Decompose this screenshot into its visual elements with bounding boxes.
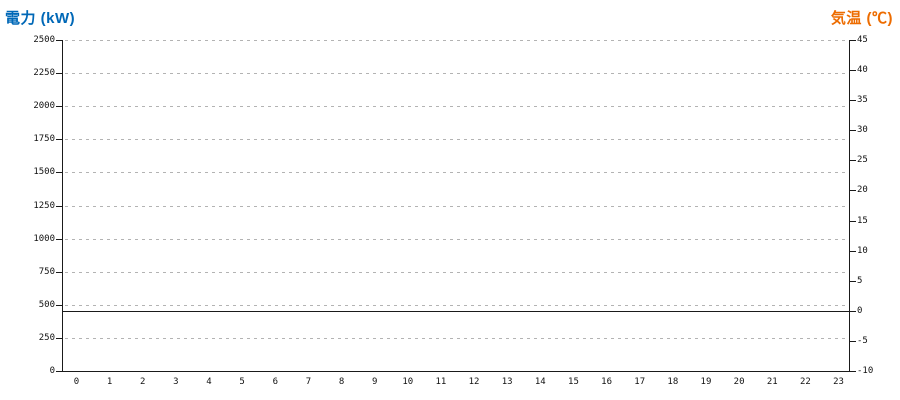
power-axis-tick <box>56 40 63 41</box>
hour-tick-label: 4 <box>206 377 212 387</box>
power-axis-tick <box>56 305 63 306</box>
temperature-tick-label: 0 <box>857 306 863 316</box>
power-tick-label: 750 <box>38 267 55 277</box>
hour-tick-label: 22 <box>799 377 811 387</box>
temperature-axis-tick <box>849 40 856 41</box>
hour-tick-label: 20 <box>733 377 745 387</box>
temperature-axis-tick <box>849 281 856 282</box>
hour-tick-label: 17 <box>634 377 646 387</box>
temperature-tick-label: 25 <box>857 155 868 165</box>
power-tick-label: 1000 <box>33 234 55 244</box>
power-tick-label: 0 <box>49 366 55 376</box>
power-gridline <box>65 106 847 107</box>
hour-tick-label: 1 <box>106 377 113 387</box>
hour-tick-label: 18 <box>667 377 679 387</box>
temperature-axis-tick <box>849 190 856 191</box>
temperature-tick-label: 35 <box>857 95 868 105</box>
temperature-axis-tick <box>849 160 856 161</box>
temperature-axis-title: 気温 (℃) <box>830 10 893 27</box>
power-gridline <box>65 206 847 207</box>
power-tick-label: 2250 <box>33 68 55 78</box>
hour-tick-label: 23 <box>833 377 844 387</box>
hour-tick-label: 6 <box>272 377 278 387</box>
temperature-tick-label: -5 <box>857 336 868 346</box>
power-axis-tick <box>56 106 63 107</box>
power-axis-tick <box>56 139 63 140</box>
temperature-axis-tick <box>849 221 856 222</box>
power-gridline <box>65 40 847 41</box>
temperature-axis-tick <box>849 311 856 312</box>
power-gridline <box>65 139 847 140</box>
power-gridline <box>65 272 847 273</box>
power-axis-tick <box>56 272 63 273</box>
power-axis-title: 電力 (kW) <box>5 10 76 27</box>
power-tick-label: 1500 <box>33 167 55 177</box>
hour-tick-label: 2 <box>140 377 146 387</box>
hour-tick-label: 11 <box>435 377 447 387</box>
temperature-tick-label: 10 <box>857 246 868 256</box>
power-axis-tick <box>56 206 63 207</box>
temperature-axis-tick <box>849 100 856 101</box>
temperature-tick-label: 20 <box>857 185 868 195</box>
temperature-tick-label: 15 <box>857 216 868 226</box>
power-axis-tick <box>56 73 63 74</box>
temperature-axis-tick <box>849 341 856 342</box>
hour-tick-label: 19 <box>700 377 712 387</box>
power-axis-tick <box>56 371 63 372</box>
power-gridline <box>65 73 847 74</box>
hour-tick-label: 12 <box>468 377 480 387</box>
hour-tick-label: 3 <box>173 377 179 387</box>
hour-tick-label: 16 <box>601 377 612 387</box>
chart-plot-area: 2500 2250 2000 1750 1500 1250 1000 750 500 250 0 45… <box>33 35 873 387</box>
hour-tick-label: 15 <box>568 377 579 387</box>
hour-tick-label: 7 <box>305 377 312 387</box>
temperature-tick-label: 30 <box>857 125 868 135</box>
power-axis-tick <box>56 239 63 240</box>
temperature-axis-tick <box>849 130 856 131</box>
power-gridline <box>65 172 847 173</box>
hour-tick-label: 8 <box>338 377 345 387</box>
power-tick-label: 2000 <box>33 101 55 111</box>
hour-tick-label: 9 <box>371 377 378 387</box>
hour-tick-label: 21 <box>766 377 778 387</box>
power-gridline <box>65 338 847 339</box>
temperature-zero-line <box>63 311 849 312</box>
power-gridline <box>65 239 847 240</box>
power-axis-tick <box>56 338 63 339</box>
temperature-axis-tick <box>849 70 856 71</box>
power-axis-tick <box>56 172 63 173</box>
temperature-axis-tick <box>849 251 856 252</box>
temperature-tick-label: -10 <box>857 366 874 376</box>
hour-tick-label: 13 <box>501 377 513 387</box>
power-tick-label: 1750 <box>33 134 55 144</box>
hour-tick-label: 10 <box>402 377 414 387</box>
temperature-tick-label: 40 <box>857 65 868 75</box>
temperature-tick-label: 5 <box>857 276 863 286</box>
temperature-axis-tick <box>849 371 856 372</box>
power-tick-label: 1250 <box>33 201 55 211</box>
hour-tick-label: 0 <box>73 377 80 387</box>
power-tick-label: 250 <box>38 333 55 343</box>
hour-tick-label: 5 <box>239 377 245 387</box>
power-gridline <box>65 305 847 306</box>
power-tick-label: 2500 <box>33 35 55 45</box>
temperature-tick-label: 45 <box>857 35 868 45</box>
power-tick-label: 500 <box>38 300 55 310</box>
hour-tick-label: 14 <box>534 377 546 387</box>
